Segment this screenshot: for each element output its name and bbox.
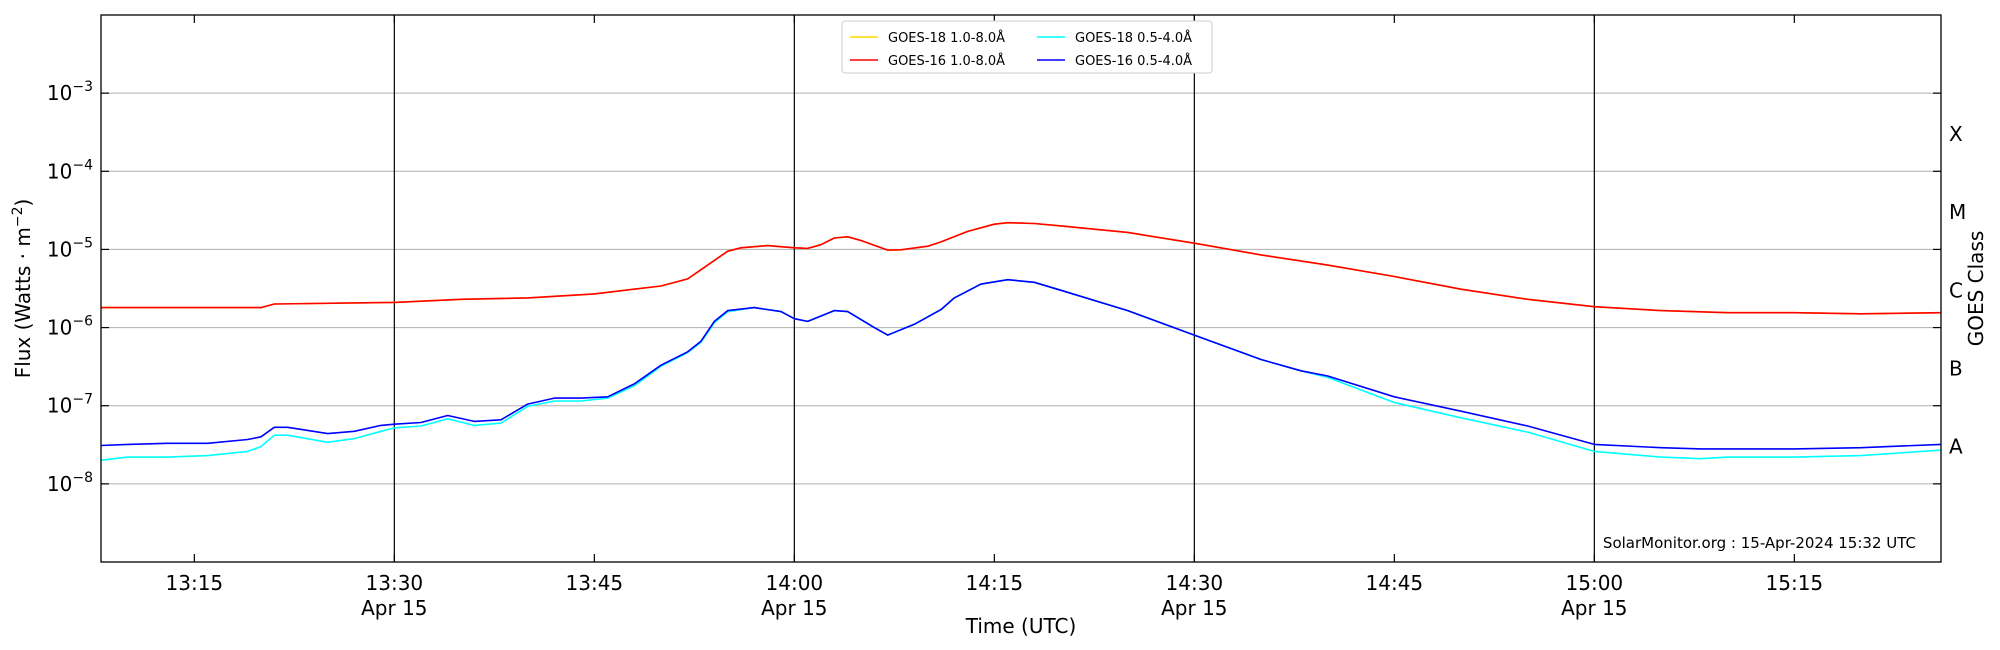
y-tick-label: 10−7 — [47, 392, 93, 418]
goes-class-label: C — [1949, 278, 1963, 302]
legend-label: GOES-16 1.0-8.0Å — [888, 53, 1005, 69]
plot-frame — [100, 14, 1942, 563]
goes-class-label: X — [1949, 122, 1963, 146]
legend-label: GOES-18 1.0-8.0Å — [888, 30, 1005, 46]
x-axis-title: Time (UTC) — [965, 614, 1077, 638]
y-tick-label: 10−6 — [47, 314, 93, 340]
x-tick-date-label: Apr 15 — [761, 596, 827, 620]
y-tick-mantissa: 10 — [47, 394, 72, 418]
x-tick-date-label: Apr 15 — [1161, 596, 1227, 620]
x-tick-label: 15:00 — [1566, 571, 1624, 595]
y-tick-exponent: −8 — [72, 470, 93, 486]
y-tick-label: 10−5 — [47, 235, 93, 261]
goes-class-label: M — [1949, 200, 1966, 224]
x-tick-date-label: Apr 15 — [361, 596, 427, 620]
y-tick-exponent: −4 — [72, 157, 93, 173]
y-tick-mantissa: 10 — [47, 159, 72, 183]
x-tick-label: 14:30 — [1166, 571, 1224, 595]
y-axis-ticks: 10−810−710−610−510−410−3 — [47, 79, 1941, 496]
goes-class-label: B — [1949, 356, 1963, 380]
timestamp-annotation: SolarMonitor.org : 15-Apr-2024 15:32 UTC — [1603, 534, 1916, 552]
y-tick-exponent: −3 — [72, 79, 93, 95]
y-tick-label: 10−3 — [47, 79, 93, 105]
y-tick-mantissa: 10 — [47, 81, 72, 105]
goes-class-labels: A B C M X — [1949, 122, 1966, 459]
goes-class-label: A — [1949, 435, 1963, 459]
y-axis-title: Flux (Watts · m−2) — [10, 199, 35, 379]
x-tick-label: 14:15 — [966, 571, 1024, 595]
gridlines — [101, 92, 1941, 485]
y-tick-exponent: −6 — [72, 314, 93, 330]
series-line — [100, 278, 1942, 450]
x-tick-label: 13:15 — [166, 571, 224, 595]
y-tick-exponent: −7 — [72, 392, 93, 408]
legend: GOES-18 1.0-8.0Å GOES-18 0.5-4.0Å GOES-16 … — [841, 20, 1213, 74]
x-tick-label: 13:45 — [566, 571, 624, 595]
legend-box — [841, 20, 1213, 74]
x-tick-date-label: Apr 15 — [1561, 596, 1627, 620]
x-tick-label: 14:00 — [766, 571, 824, 595]
day-marker-lines — [393, 15, 1595, 562]
y-tick-mantissa: 10 — [47, 316, 72, 340]
y-tick-exponent: −5 — [72, 235, 93, 251]
y-axis-title-superscript: −2 — [10, 207, 26, 228]
x-tick-label: 14:45 — [1366, 571, 1424, 595]
data-series — [100, 221, 1942, 462]
y-tick-mantissa: 10 — [47, 237, 72, 261]
x-tick-label: 13:30 — [366, 571, 424, 595]
goes-class-axis-title: GOES Class — [1964, 231, 1988, 347]
y-tick-label: 10−8 — [47, 470, 93, 496]
x-tick-label: 15:15 — [1766, 571, 1824, 595]
legend-label: GOES-18 0.5-4.0Å — [1075, 30, 1192, 46]
legend-label: GOES-16 0.5-4.0Å — [1075, 53, 1192, 69]
y-axis-title-main: Flux (Watts · m — [11, 227, 35, 378]
y-tick-mantissa: 10 — [47, 472, 72, 496]
series-line — [101, 221, 1942, 315]
y-tick-label: 10−4 — [47, 157, 93, 183]
y-axis-title-close: ) — [11, 199, 35, 207]
